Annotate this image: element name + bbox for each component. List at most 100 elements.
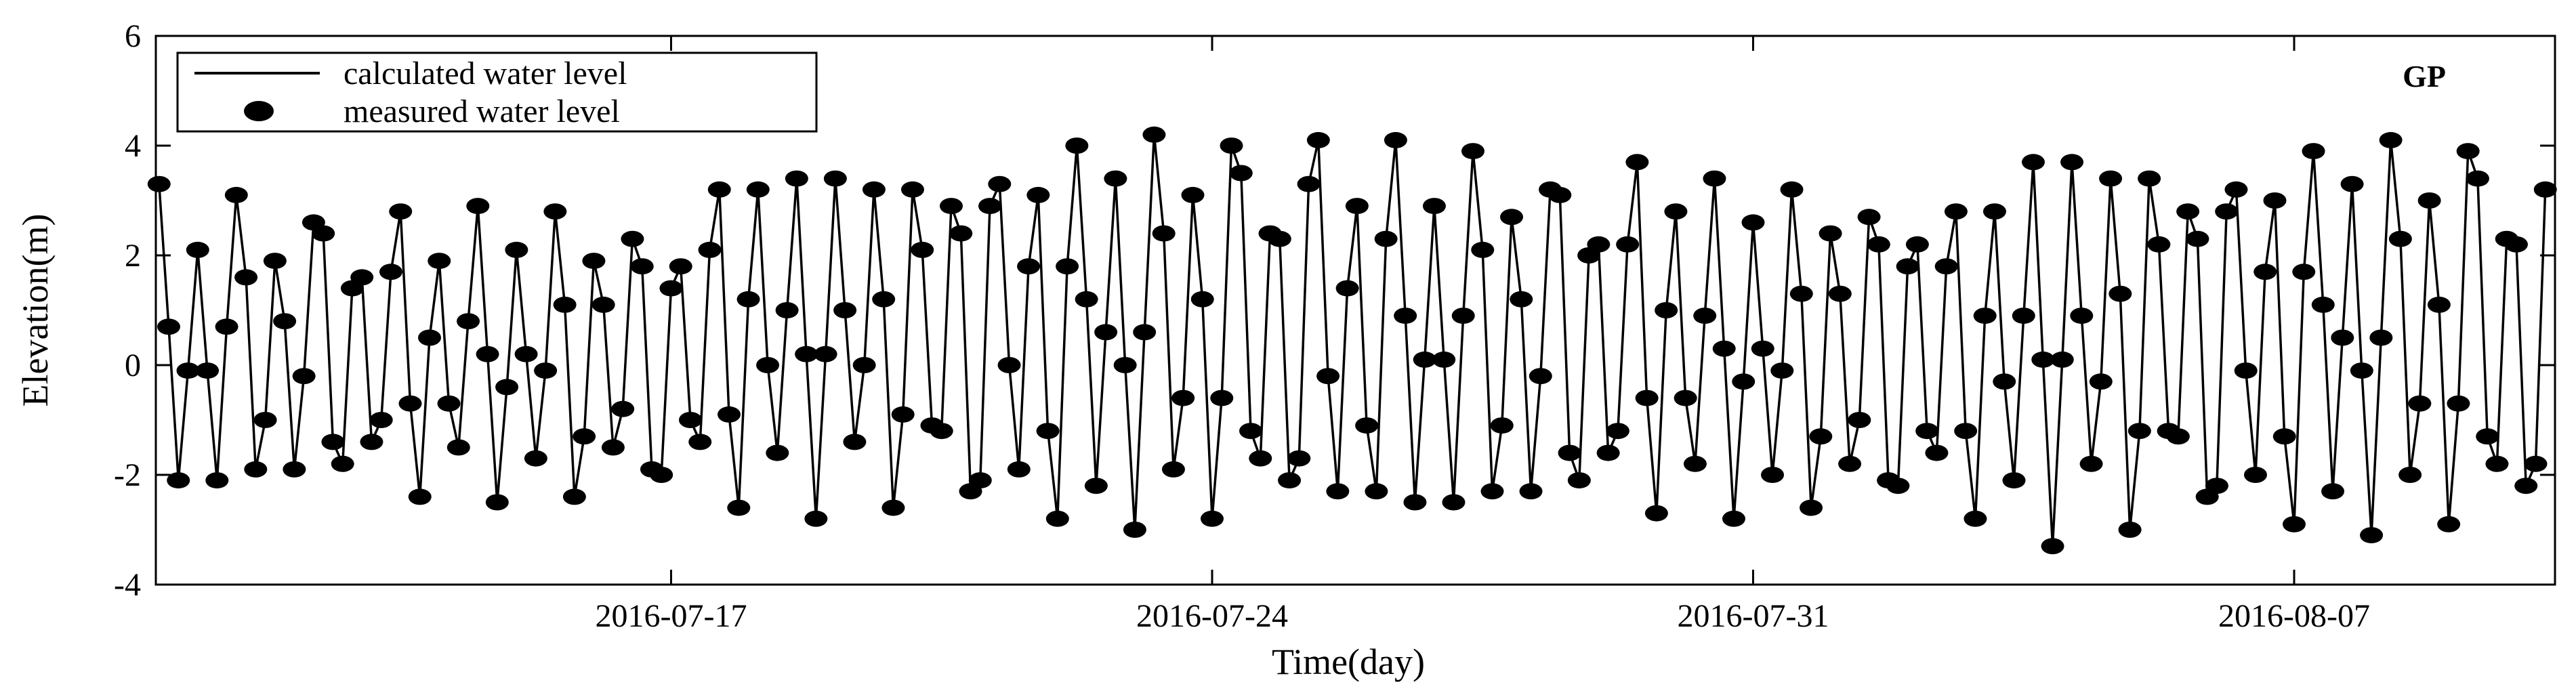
measured-point [457,313,480,330]
measured-point [1365,483,1388,500]
measured-point [2215,203,2239,220]
measured-point [746,181,770,198]
measured-point [1800,499,1823,516]
measured-point [205,472,229,489]
measured-point [2427,296,2451,313]
measured-point [2147,236,2171,253]
measured-point [1413,351,1436,368]
measured-point [2302,143,2325,160]
measured-point [1625,154,1649,171]
measured-point [1384,131,1407,148]
measured-point [1229,165,1253,182]
measured-point [591,296,615,313]
measured-point [630,258,654,275]
measured-point [379,264,402,280]
measured-point [369,412,393,428]
measured-point [1045,510,1069,527]
measured-point [2485,455,2509,472]
measured-point [2408,395,2432,412]
measured-point [2437,515,2461,532]
measured-point [1104,170,1127,187]
measured-point [2350,362,2373,379]
measured-point [2176,203,2200,220]
y-tick-label: 6 [125,18,141,54]
measured-point [804,510,828,527]
x-tick-label: 2016-07-17 [595,598,747,634]
measured-point [1838,455,1862,472]
measured-point [2388,230,2412,247]
annotation: GP [2403,59,2446,93]
y-tick-label: 0 [125,348,141,383]
measured-point [573,428,596,445]
measured-point [1732,373,1756,390]
measured-point [1355,417,1379,434]
y-tick-label: -4 [114,567,141,603]
measured-point [2447,395,2470,412]
measured-point [2205,478,2228,494]
measured-point [1655,302,1678,318]
measured-point [1451,308,1475,324]
measured-point [1403,494,1427,511]
measured-point [582,253,606,270]
measured-point [2234,362,2258,379]
measured-point [1519,483,1543,500]
measured-point [147,175,171,192]
measured-point [1982,203,2006,220]
measured-point [2089,373,2113,390]
measured-point [2186,230,2209,247]
measured-point [1558,444,1581,461]
measured-point [1084,478,1108,494]
measured-point [1567,472,1591,489]
measured-point [1075,291,1098,308]
measured-point [2224,181,2248,198]
measured-point [1596,444,1620,461]
measured-point [2466,170,2489,187]
measured-point [524,450,547,467]
measured-point [659,280,683,297]
measured-point [1432,351,1456,368]
measured-point [1741,214,1765,231]
measured-point [968,472,992,489]
legend-label: calculated water level [344,56,627,91]
measured-point [1954,423,1978,440]
y-tick-label: -2 [114,457,141,493]
measured-point [1471,241,1495,258]
measured-point [1239,423,1263,440]
measured-point [1345,198,1369,215]
legend-box [176,51,818,133]
measured-point [253,412,277,428]
measured-point [843,434,867,450]
measured-point [1674,389,1697,406]
measured-point [1896,258,1919,275]
measured-point [900,181,924,198]
measured-point [1161,461,1185,478]
measured-point [949,225,973,242]
measured-point [2369,329,2393,346]
measured-point [446,439,470,456]
measured-point [2138,170,2161,187]
measured-point [862,181,886,198]
measured-point [244,461,268,478]
measured-point [2127,423,2151,440]
measured-point [1973,308,1997,324]
measured-point [1664,203,1688,220]
measured-point [785,170,808,187]
measured-point [814,345,837,362]
measured-point [1422,198,1446,215]
plot-area [147,35,2557,586]
measured-point [2099,170,2123,187]
measured-point [823,170,847,187]
measured-point [707,181,731,198]
measured-point [1857,209,1881,226]
measured-point [312,225,335,242]
measured-point [1326,483,1350,500]
measured-point [331,455,354,472]
measured-point [1964,510,1987,527]
measured-point [2070,308,2094,324]
measured-point [562,488,586,505]
measured-point [1306,131,1330,148]
measured-point [911,241,934,258]
measured-point [833,302,857,318]
measured-point [2108,285,2132,302]
measured-point [1789,285,1813,302]
